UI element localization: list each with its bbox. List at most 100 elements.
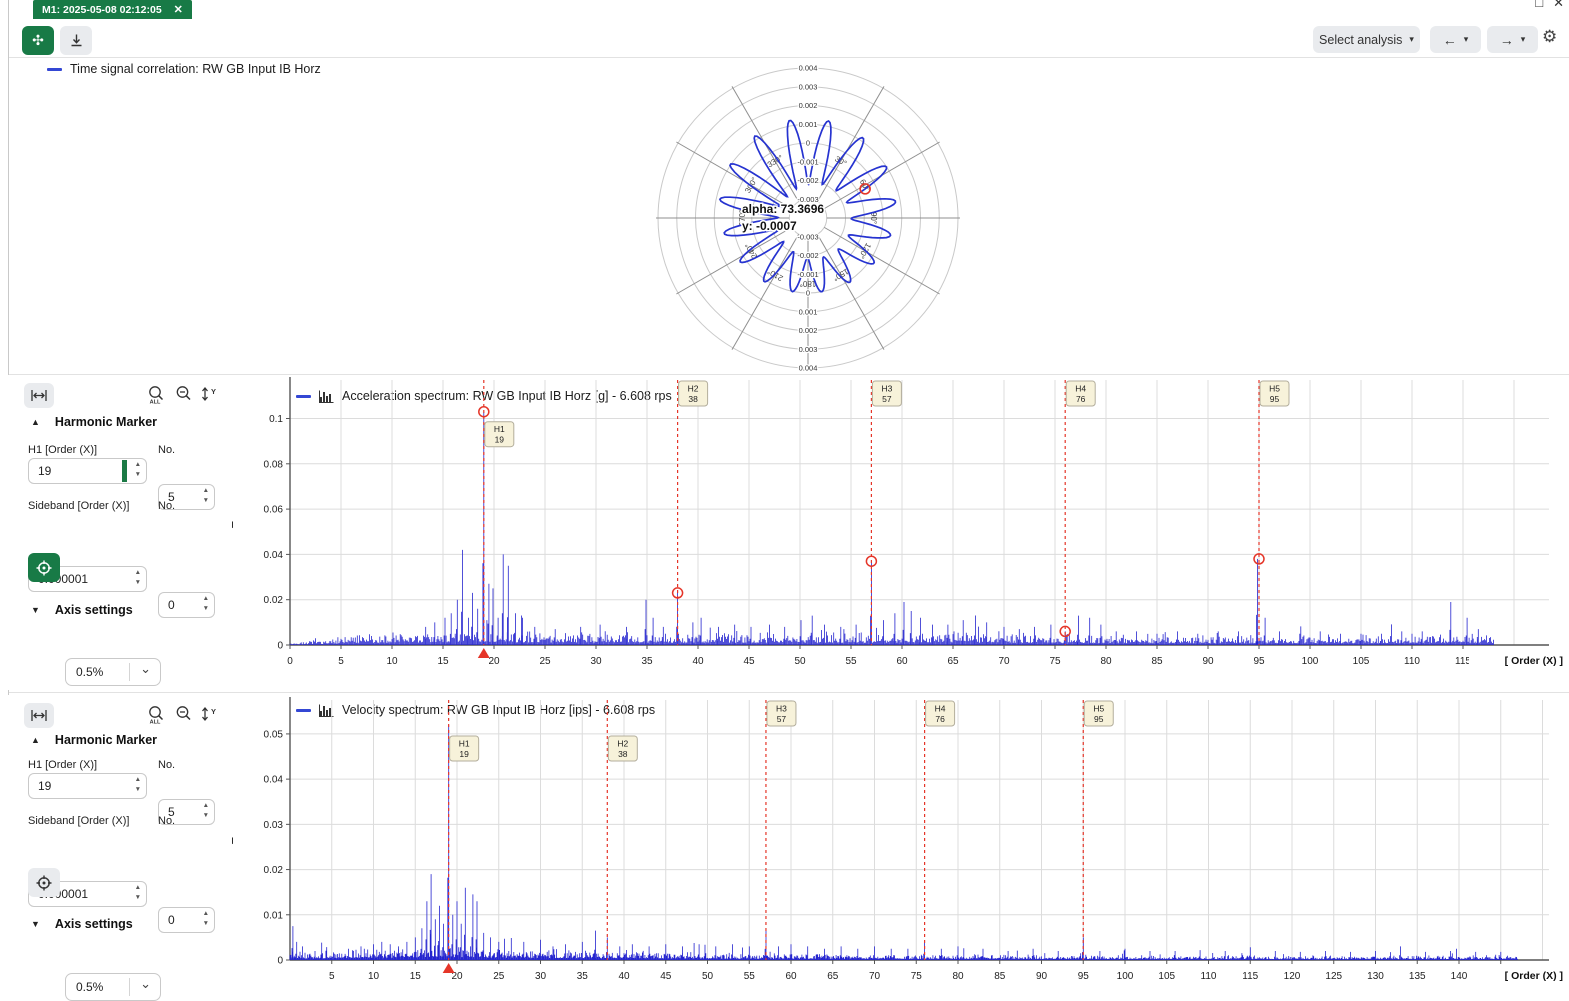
section-separator xyxy=(9,374,1569,375)
harmonic-marker-circle xyxy=(1253,553,1265,565)
select-divider xyxy=(129,978,130,996)
legend-line-icon xyxy=(47,67,62,71)
x-tick-label: 95 xyxy=(1253,656,1265,667)
harmonic-marker-order: 19 xyxy=(495,435,505,445)
sideband-count-input[interactable]: 0 ▲ ▼ xyxy=(158,592,215,618)
tolerance-select[interactable]: 0.5% ⌄ xyxy=(65,658,161,686)
harmonic-marker-name: H1 xyxy=(459,739,470,749)
axis-settings-header[interactable]: ▼ Axis settings xyxy=(31,603,133,617)
h1-count-stepper[interactable]: ▲ ▼ xyxy=(202,487,209,504)
x-tick-label: 85 xyxy=(1151,656,1163,667)
sideband-count-label: No. xyxy=(158,815,176,827)
svg-text:Y: Y xyxy=(211,707,216,716)
polar-radial-label: 0.001 xyxy=(799,307,818,316)
polar-correlation-chart[interactable]: 30°60°90°120°150°180°210°240°270°300°330… xyxy=(640,50,976,386)
x-tick-label: 80 xyxy=(1100,656,1112,667)
y-axis-scale-button[interactable]: Y xyxy=(200,705,218,723)
x-tick-label: 85 xyxy=(994,971,1006,982)
harmonic-marker-label xyxy=(925,700,956,727)
sideband-order-input[interactable]: 0.000001 ▲ ▼ xyxy=(28,566,147,592)
h1-order-input[interactable]: 19 ▲ ▼ xyxy=(28,773,147,799)
sideband-count-input[interactable]: 0 ▲ ▼ xyxy=(158,907,215,933)
h1-count-value: 5 xyxy=(168,490,175,504)
tab-close-icon[interactable]: ✕ xyxy=(173,4,183,16)
prev-analysis-button[interactable]: ← ▾ xyxy=(1430,26,1481,53)
h1-order-stepper[interactable]: ▲ ▼ xyxy=(134,776,141,793)
y-axis-scale-button[interactable]: Y xyxy=(200,385,218,403)
polar-angle-label: 180° xyxy=(800,279,817,288)
polar-waveform xyxy=(718,119,897,293)
x-tick-label: 20 xyxy=(451,971,463,982)
harmonic-marker-label xyxy=(449,735,480,762)
fit-width-button[interactable] xyxy=(24,703,54,728)
polar-spoke xyxy=(816,233,885,350)
window-maximize-icon[interactable]: □ xyxy=(1535,0,1544,10)
x-tick-label: 100 xyxy=(1117,971,1134,982)
x-tick-label: 90 xyxy=(1202,656,1214,667)
harmonic-marker-label xyxy=(1083,700,1114,727)
select-analysis-label: Select analysis xyxy=(1319,32,1403,47)
polar-radial-label: -0.002 xyxy=(797,176,818,185)
x-tick-label: 50 xyxy=(702,971,714,982)
x-tick-label: 5 xyxy=(329,971,335,982)
window-close-icon[interactable]: ✕ xyxy=(1553,0,1564,10)
x-axis-label-bg xyxy=(1469,968,1565,982)
h1-count-input[interactable]: 5 ▲ ▼ xyxy=(158,484,215,510)
y-tick-label: 0 xyxy=(277,641,283,652)
harmonic-marker-header[interactable]: ▲ Harmonic Marker xyxy=(31,415,157,429)
x-tick-label: 115 xyxy=(1242,971,1258,982)
accel-legend: Acceleration spectrum: RW GB Input IB Ho… xyxy=(296,389,672,403)
zoom-out-button[interactable] xyxy=(174,705,194,723)
axis-settings-header[interactable]: ▼ Axis settings xyxy=(31,917,133,931)
x-tick-label: 10 xyxy=(368,971,380,982)
polar-radial-label: 0.003 xyxy=(799,345,818,354)
harmonic-marker-name: H3 xyxy=(881,384,892,394)
zoom-out-button[interactable] xyxy=(174,385,194,403)
y-tick-label: 0.04 xyxy=(264,550,284,561)
app-icon: ✣ xyxy=(32,32,44,48)
export-button[interactable] xyxy=(60,26,92,55)
sideband-order-stepper[interactable]: ▲ ▼ xyxy=(134,569,141,586)
tolerance-select[interactable]: 0.5% ⌄ xyxy=(65,973,161,1001)
velocity-spectrum-chart[interactable]: 0 0.01 0.02 0.03 0.04 0.05 5 10 15 20 25 30 35 40 45 50… xyxy=(232,695,1569,999)
h1-order-stepper[interactable]: ▲ ▼ xyxy=(134,461,141,478)
h1-count-value: 5 xyxy=(168,805,175,819)
sideband-count-stepper[interactable]: ▲ ▼ xyxy=(202,595,209,612)
fit-width-button[interactable] xyxy=(24,383,54,408)
x-tick-label: 50 xyxy=(794,656,806,667)
sideband-order-stepper[interactable]: ▲ ▼ xyxy=(134,884,141,901)
fit-width-icon xyxy=(31,710,47,721)
arrow-left-icon: ← xyxy=(1442,31,1457,48)
select-analysis-button[interactable]: Select analysis ▾ xyxy=(1313,26,1420,53)
h1-order-input[interactable]: 19 ▲ ▼ xyxy=(28,458,147,484)
peak-snap-button[interactable] xyxy=(28,553,60,582)
sideband-count-stepper[interactable]: ▲ ▼ xyxy=(202,910,209,927)
harmonic-marker-header[interactable]: ▲ Harmonic Marker xyxy=(31,733,157,747)
x-tick-label: 25 xyxy=(493,971,505,982)
sideband-count-value: 0 xyxy=(168,913,175,927)
h1-count-input[interactable]: 5 ▲ ▼ xyxy=(158,799,215,825)
harmonic-marker-order: 38 xyxy=(688,394,698,404)
x-tick-label: 115 xyxy=(1455,656,1471,667)
polar-spoke xyxy=(731,233,800,350)
acceleration-spectrum-chart[interactable]: 0 0.02 0.04 0.06 0.08 0.1 0 5 10 15 20 25 30 35 40 45 50… xyxy=(232,375,1569,690)
h1-count-stepper[interactable]: ▲ ▼ xyxy=(202,802,209,819)
x-tick-label: 40 xyxy=(618,971,630,982)
x-tick-label: 0 xyxy=(287,656,293,667)
crosshair-icon xyxy=(36,875,52,890)
tolerance-value: 0.5% xyxy=(76,980,104,994)
x-tick-label: 40 xyxy=(692,656,704,667)
harmonic-marker-name: H5 xyxy=(1093,704,1104,714)
chevron-down-icon: ⌄ xyxy=(140,976,151,991)
tab-measurement[interactable]: M1: 2025-05-08 02:12:05 ✕ xyxy=(33,0,192,19)
zoom-all-button[interactable]: ALL xyxy=(146,705,168,725)
app-button[interactable]: ✣ xyxy=(22,26,54,55)
settings-button[interactable]: ⚙ xyxy=(1542,27,1557,47)
polar-radial-label: -0.003 xyxy=(797,232,818,241)
peak-snap-button[interactable] xyxy=(28,868,60,897)
polar-radial-label: -0.002 xyxy=(797,251,818,260)
x-tick-label: 30 xyxy=(535,971,547,982)
zoom-all-button[interactable]: ALL xyxy=(146,385,168,405)
next-analysis-button[interactable]: → ▾ xyxy=(1487,26,1538,53)
polar-radial-label: 0.004 xyxy=(799,64,818,73)
